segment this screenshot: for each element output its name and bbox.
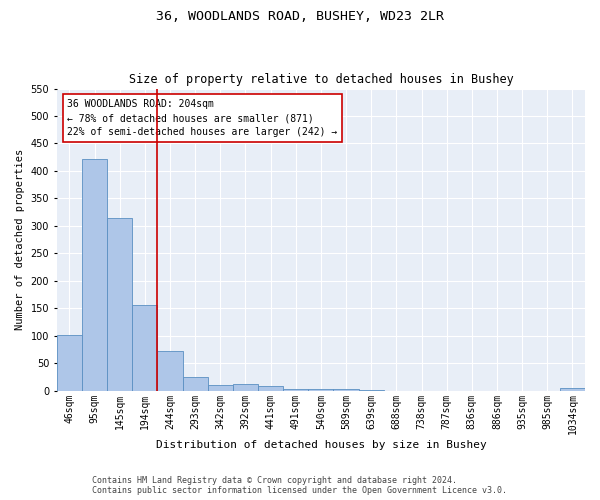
Bar — [233, 384, 258, 390]
X-axis label: Distribution of detached houses by size in Bushey: Distribution of detached houses by size … — [155, 440, 486, 450]
Y-axis label: Number of detached properties: Number of detached properties — [15, 149, 25, 330]
Bar — [334, 389, 359, 390]
Bar — [560, 388, 585, 390]
Text: 36, WOODLANDS ROAD, BUSHEY, WD23 2LR: 36, WOODLANDS ROAD, BUSHEY, WD23 2LR — [156, 10, 444, 23]
Bar — [283, 389, 308, 390]
Bar — [157, 351, 182, 391]
Title: Size of property relative to detached houses in Bushey: Size of property relative to detached ho… — [128, 73, 513, 86]
Bar — [208, 384, 233, 390]
Bar — [182, 377, 208, 390]
Bar — [57, 335, 82, 390]
Bar — [82, 159, 107, 390]
Bar — [308, 389, 334, 390]
Text: Contains HM Land Registry data © Crown copyright and database right 2024.
Contai: Contains HM Land Registry data © Crown c… — [92, 476, 508, 495]
Text: 36 WOODLANDS ROAD: 204sqm
← 78% of detached houses are smaller (871)
22% of semi: 36 WOODLANDS ROAD: 204sqm ← 78% of detac… — [67, 99, 338, 137]
Bar — [258, 386, 283, 390]
Bar — [107, 218, 132, 390]
Bar — [132, 306, 157, 390]
